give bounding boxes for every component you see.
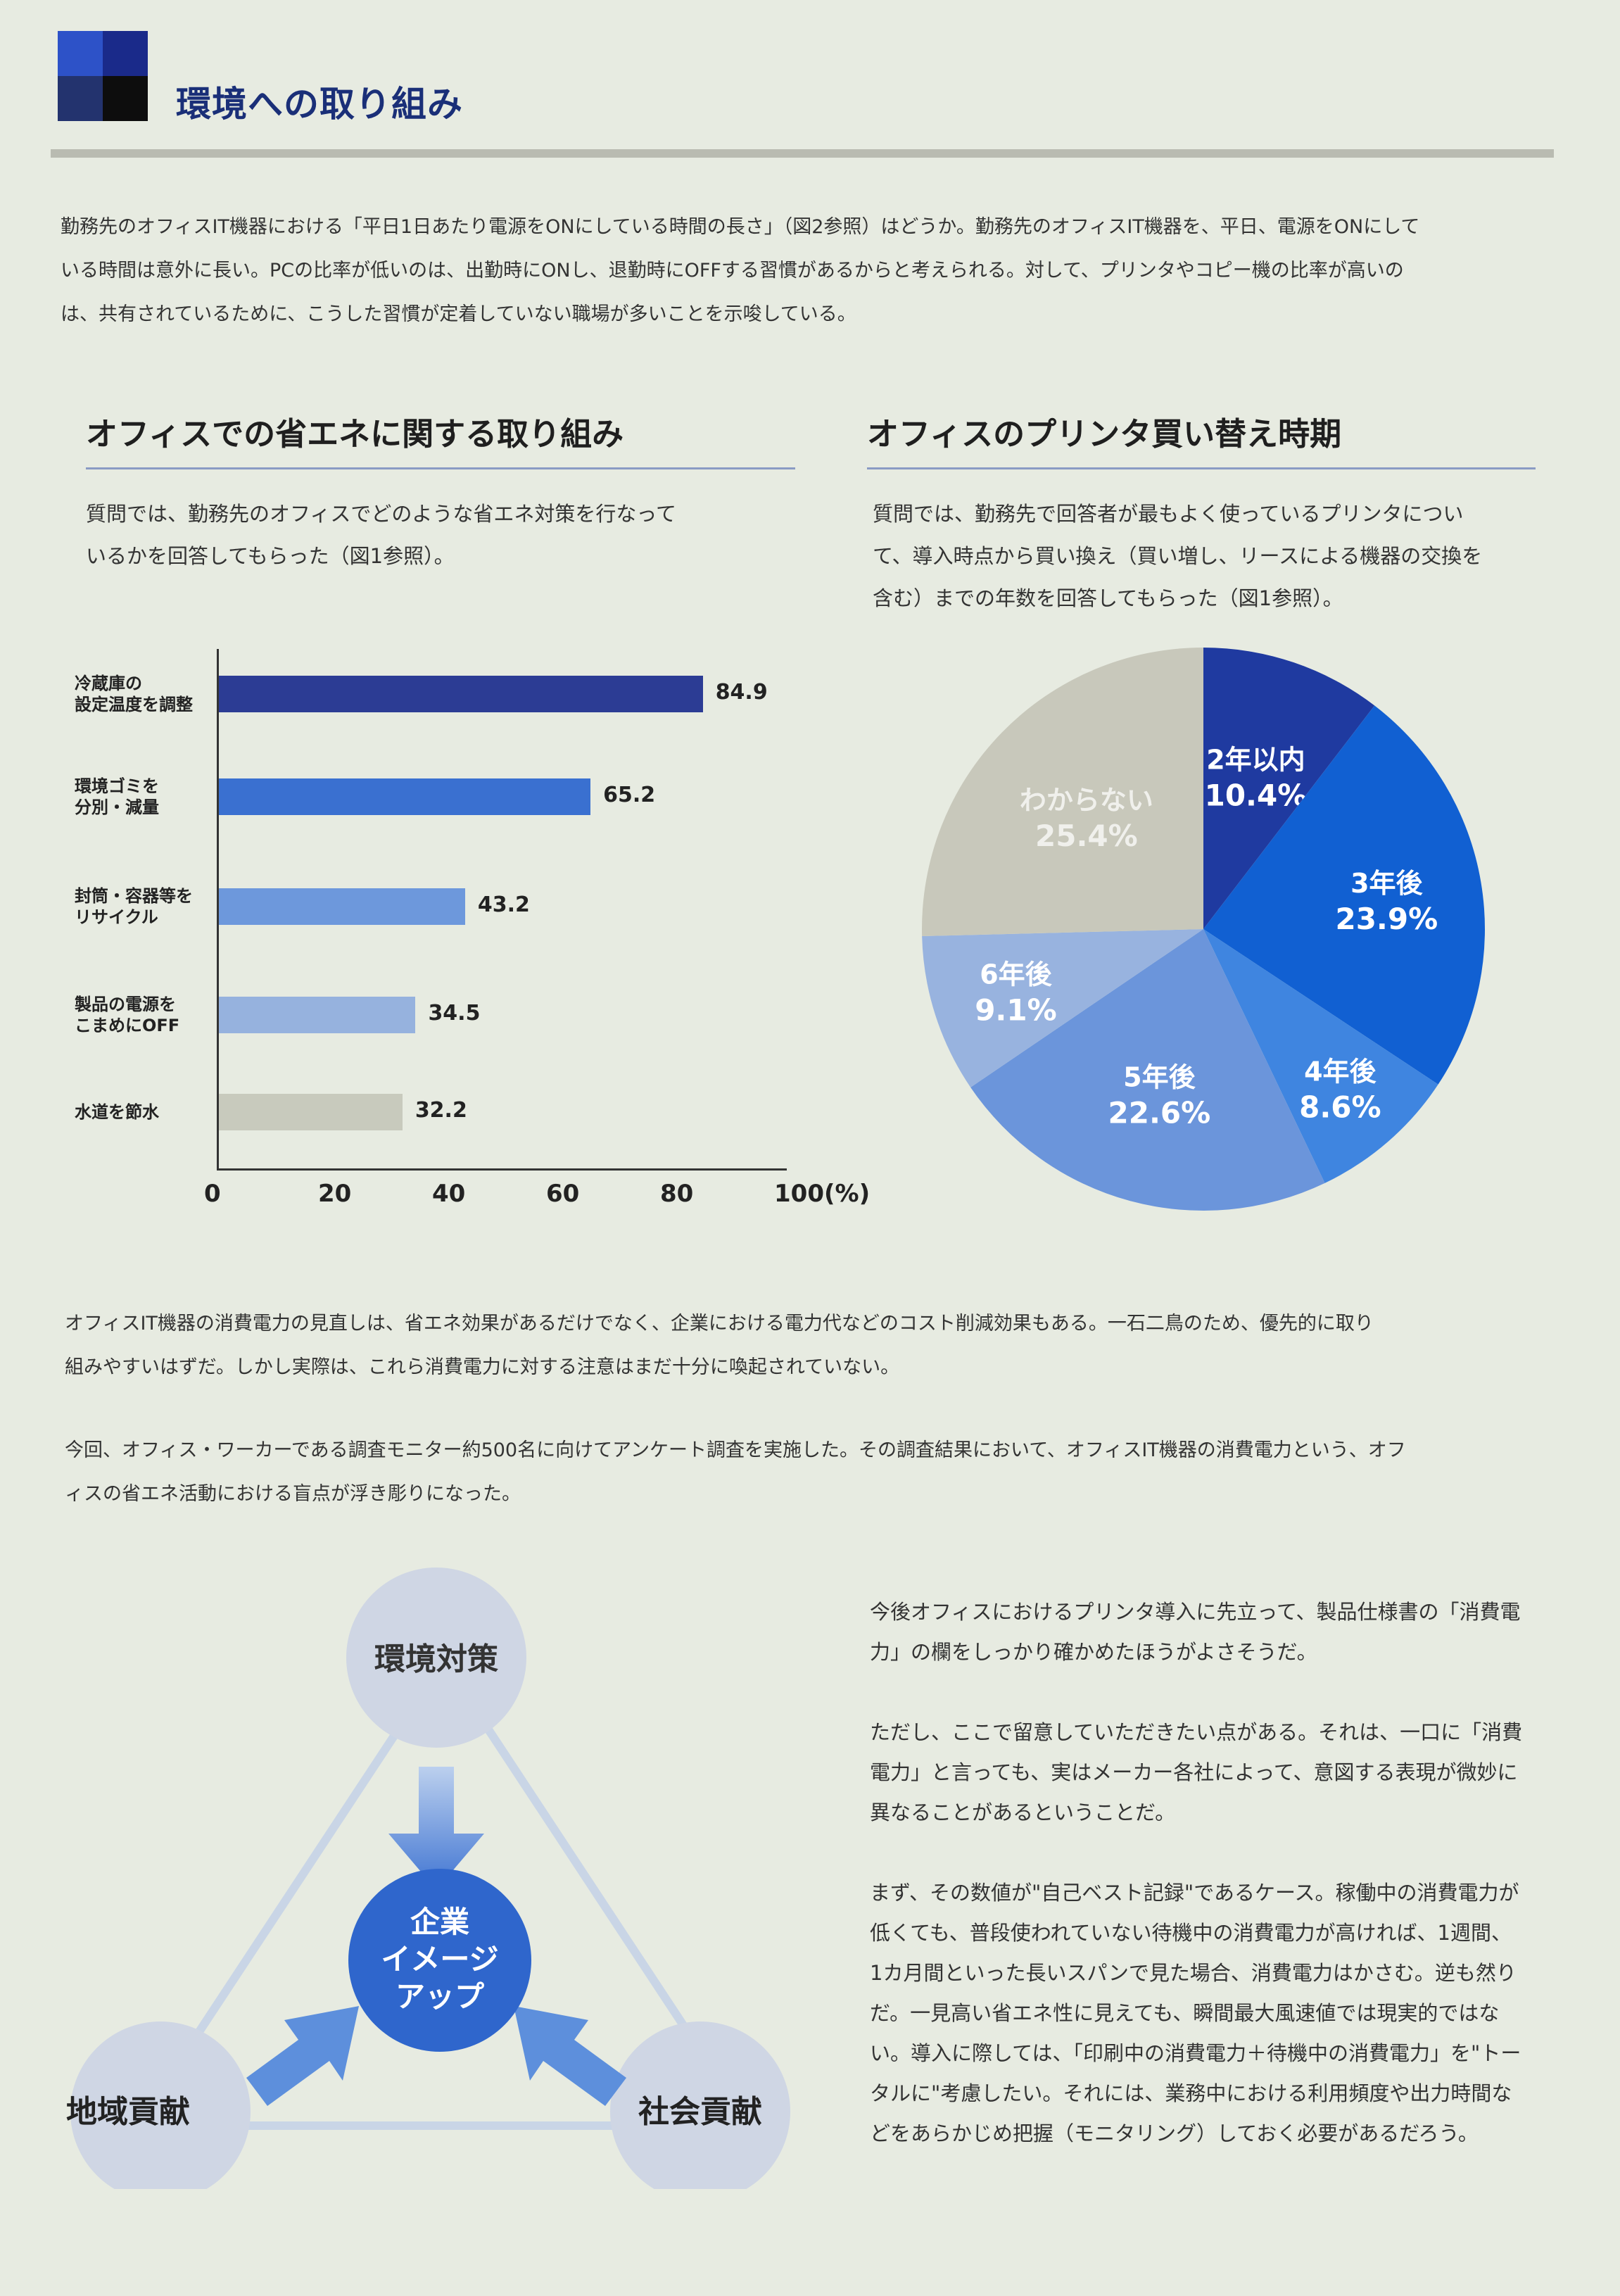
bar [219, 1094, 403, 1130]
pie-slice-label: 6年後 [980, 959, 1052, 990]
csr-triangle-diagram: 環境対策 地域貢献 社会貢献 企業 イメージ アップ [66, 1568, 790, 2189]
bar [219, 778, 591, 815]
body-line: タルに"考慮したい。それには、業務中における利用頻度や出力時間な [870, 2081, 1512, 2105]
middle-paragraph-2: 今回、オフィス・ワーカーである調査モニター約500名に向けてアンケート調査を実施… [65, 1429, 1564, 1516]
pie-slice [970, 929, 1325, 1211]
node-circle-right [610, 2021, 790, 2189]
bar-value-label: 65.2 [603, 783, 656, 807]
pie-slice-value: 22.6% [1108, 1096, 1211, 1130]
bar [219, 997, 416, 1033]
note-line: 質問では、勤務先で回答者が最もよく使っているプリンタについ [873, 502, 1464, 526]
x-tick-label: 0 [204, 1180, 221, 1208]
bar-value-label: 43.2 [477, 892, 530, 917]
para-line: ィスの省エネ活動における盲点が浮き彫りになった。 [65, 1483, 521, 1505]
pie-slice-label: 4年後 [1304, 1056, 1377, 1087]
pie-slice-value: 25.4% [1035, 819, 1138, 853]
note-line: 質問では、勤務先のオフィスでどのような省エネ対策を行なって [86, 502, 676, 526]
note-line: いるかを回答してもらった（図1参照）。 [86, 544, 455, 568]
node-circle-top [346, 1568, 526, 1748]
bar-value-label: 84.9 [715, 680, 768, 705]
bar [219, 676, 703, 712]
x-tick-label: 80 [660, 1180, 694, 1208]
intro-line: は、共有されているために、こうした習慣が定着していない職場が多いことを示唆してい… [61, 303, 856, 325]
node-label-right: 社会貢献 [638, 2094, 762, 2130]
x-tick-label: 40 [432, 1180, 466, 1208]
arrow-up-right-icon [246, 2006, 359, 2106]
bar-category-label: 水道を節水 [75, 1102, 159, 1122]
logo-block-navy [103, 31, 148, 76]
pie-slice-value: 8.6% [1299, 1090, 1381, 1124]
pie-slice [922, 929, 1203, 1087]
pie-slice-label: わからない [1020, 785, 1153, 816]
pie-slice [922, 648, 1203, 937]
bar-category-label: 製品の電源を こまめにOFF [75, 995, 180, 1035]
body-line: い。導入に際しては、「印刷中の消費電力＋待機中の消費電力」を"トー [870, 2041, 1521, 2065]
x-tick-label: 20 [318, 1180, 352, 1208]
body-line: 力」の欄をしっかり確かめたほうがよさそうだ。 [870, 1640, 1317, 1664]
pie-slice-label: 2年以内 [1206, 744, 1305, 775]
pie-slice-label: 3年後 [1350, 868, 1423, 899]
right-section-note: 質問では、勤務先で回答者が最もよく使っているプリンタについ て、導入時点から買い… [873, 493, 1548, 619]
energy-saving-bar-chart: 84.9 冷蔵庫の 設定温度を調整 65.2 環境ゴミを 分別・減量 43.2 封筒・容器等を… [42, 633, 870, 1232]
pie-slice-value: 9.1% [975, 993, 1056, 1028]
body-line: どをあらかじめ把握（モニタリング）しておく必要があるだろう。 [870, 2121, 1479, 2145]
center-circle [348, 1869, 531, 2052]
x-tick-label: 60 [546, 1180, 580, 1208]
body-line: 異なることがあるということだ。 [870, 1800, 1176, 1824]
intro-paragraph: 勤務先のオフィスIT機器における「平日1日あたり電源をONにしている時間の長さ」… [61, 206, 1559, 336]
bar-chart-x-axis [217, 1168, 787, 1171]
center-label-line: アップ [395, 1979, 484, 2014]
bar-category-label: 冷蔵庫の 設定温度を調整 [75, 674, 193, 714]
right-section-title: オフィスのプリンタ買い替え時期 [867, 415, 1342, 453]
note-line: 含む）までの年数を回答してもらった（図1参照）。 [873, 586, 1343, 610]
left-section-title: オフィスでの省エネに関する取り組み [86, 415, 624, 453]
bar-category-label: 環境ゴミを 分別・減量 [75, 776, 159, 817]
logo-block-dark-blue [58, 76, 103, 121]
para-line: オフィスIT機器の消費電力の見直しは、省エネ効果があるだけでなく、企業における電… [65, 1313, 1374, 1335]
bar-chart-y-axis [217, 649, 219, 1168]
node-circle-left [70, 2021, 251, 2189]
pie-slice-value: 10.4% [1205, 778, 1308, 812]
bar-value-label: 34.5 [428, 1001, 481, 1026]
arrow-up-left-icon [514, 2006, 626, 2106]
body-line: 低くても、普段使われていない待機中の消費電力が高ければ、1週間、 [870, 1921, 1512, 1945]
middle-paragraph-1: オフィスIT機器の消費電力の見直しは、省エネ効果があるだけでなく、企業における電… [65, 1302, 1564, 1389]
page-title: 環境への取り組み [176, 84, 463, 125]
body-line: 今後オフィスにおけるプリンタ導入に先立って、製品仕様書の「消費電 [870, 1600, 1521, 1624]
para-line: 今回、オフィス・ワーカーである調査モニター約500名に向けてアンケート調査を実施… [65, 1439, 1406, 1461]
pie-slice [1203, 705, 1485, 1085]
bar-category-label: 封筒・容器等を リサイクル [75, 886, 193, 927]
node-label-top: 環境対策 [374, 1641, 498, 1677]
body-line: 電力」と言っても、実はメーカー各社によって、意図する表現が微妙に [870, 1760, 1518, 1784]
pie-slice [1203, 648, 1375, 929]
intro-line: 勤務先のオフィスIT機器における「平日1日あたり電源をONにしている時間の長さ」… [61, 216, 1420, 238]
node-label-left: 地域貢献 [66, 2094, 190, 2130]
logo-block-black [103, 76, 148, 121]
pie-slice [1203, 929, 1438, 1183]
para-line: 組みやすいはずだ。しかし実際は、これら消費電力に対する注意はまだ十分に喚起されて… [65, 1356, 900, 1378]
body-line: まず、その数値が"自己ベスト記録"であるケース。稼働中の消費電力が [870, 1881, 1519, 1905]
pie-slice-label: 5年後 [1123, 1062, 1196, 1093]
left-section-note: 質問では、勤務先のオフィスでどのような省エネ対策を行なって いるかを回答してもら… [86, 493, 790, 577]
pie-slice-value: 23.9% [1335, 902, 1438, 936]
note-line: て、導入時点から買い換え（買い増し、リースによる機器の交換を [873, 544, 1483, 568]
x-tick-label: 100(%) [774, 1180, 871, 1208]
bar-value-label: 32.2 [415, 1098, 467, 1123]
body-line: だ。一見高い省エネ性に見えても、瞬間最大風速値では現実的ではな [870, 2001, 1500, 2025]
body-line: ただし、ここで留意していただきたい点がある。それは、一口に「消費 [870, 1720, 1523, 1744]
header-rule [51, 149, 1554, 158]
left-section-rule [86, 467, 795, 469]
right-section-rule [867, 467, 1536, 469]
bar [219, 888, 465, 925]
body-line: 1カ月間といった長いスパンで見た場合、消費電力はかさむ。逆も然り [870, 1961, 1517, 1985]
center-label-line: イメージ [381, 1942, 498, 1976]
logo-block-blue [58, 31, 103, 76]
right-body-text: 今後オフィスにおけるプリンタ導入に先立って、製品仕様書の「消費電 力」の欄をしっ… [870, 1592, 1559, 2154]
intro-line: いる時間は意外に長い。PCの比率が低いのは、出勤時にONし、退勤時にOFFする習… [61, 260, 1404, 282]
triangle-outline [129, 1653, 758, 2130]
center-label-line: 企業 [410, 1905, 469, 1939]
arrow-down-icon [388, 1767, 484, 1890]
